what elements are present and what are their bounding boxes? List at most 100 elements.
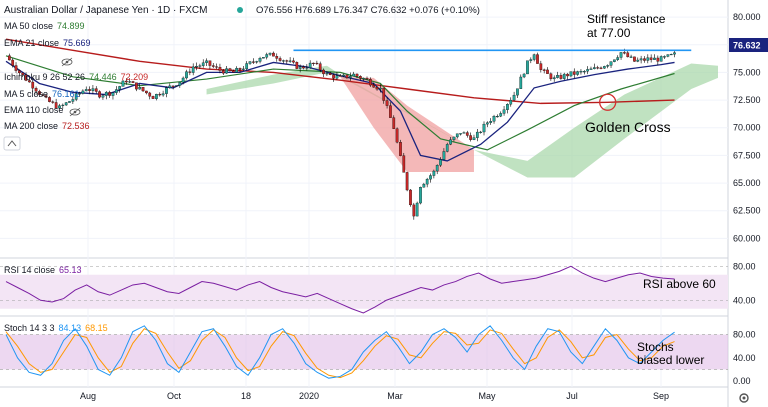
cloud-green bbox=[206, 63, 718, 178]
candle bbox=[562, 72, 566, 81]
price-tick-label: 65.000 bbox=[733, 178, 761, 188]
candle-body bbox=[526, 60, 529, 75]
candle bbox=[636, 57, 640, 63]
candle-body bbox=[385, 100, 389, 106]
candle-body bbox=[181, 77, 185, 83]
candle bbox=[11, 58, 15, 68]
candle-body bbox=[308, 62, 312, 68]
candle-body bbox=[235, 68, 238, 73]
candle bbox=[342, 73, 345, 77]
stoch-panel: 80.00 40.00 0.00 bbox=[0, 325, 756, 386]
candle bbox=[175, 85, 178, 87]
candle bbox=[171, 85, 175, 90]
candle bbox=[81, 89, 85, 95]
candle-body bbox=[88, 89, 91, 91]
candle bbox=[44, 93, 48, 99]
price-tick-label: 67.500 bbox=[733, 150, 761, 160]
candle-body bbox=[509, 99, 513, 105]
candle-body bbox=[11, 59, 15, 66]
candle bbox=[469, 132, 472, 142]
candle bbox=[529, 57, 533, 64]
candle bbox=[516, 88, 519, 98]
candle bbox=[315, 60, 319, 66]
candle-body bbox=[71, 99, 75, 102]
stoch-note-line1: Stochs bbox=[637, 340, 674, 354]
legend-ichimoku-value1: 74.446 bbox=[89, 72, 117, 82]
candle-body bbox=[512, 94, 516, 101]
legend-ema110-name: EMA 110 close bbox=[4, 105, 63, 115]
gear-icon[interactable] bbox=[739, 393, 749, 403]
candle bbox=[653, 54, 656, 60]
candle bbox=[178, 82, 182, 88]
candle-body bbox=[389, 105, 392, 118]
candle-body bbox=[24, 74, 28, 81]
svg-text:EMA 110 close: EMA 110 close bbox=[4, 105, 63, 115]
candle bbox=[666, 54, 670, 58]
candle-body bbox=[221, 70, 225, 74]
candle-body bbox=[131, 81, 135, 83]
candle-body bbox=[369, 79, 372, 86]
candle-body bbox=[372, 84, 376, 88]
candle-body bbox=[649, 57, 653, 60]
candle-body bbox=[409, 189, 412, 206]
rsi-panel: 80.00 40.00 bbox=[0, 261, 756, 314]
candle bbox=[435, 164, 439, 175]
candle bbox=[365, 76, 369, 80]
candle bbox=[238, 67, 242, 73]
candle bbox=[422, 182, 426, 188]
candle-body bbox=[282, 60, 285, 62]
candle bbox=[375, 86, 379, 91]
candle bbox=[576, 70, 579, 76]
candle bbox=[526, 60, 529, 75]
price-tick-label: 80.000 bbox=[733, 12, 761, 22]
candle bbox=[272, 51, 275, 57]
candle-body bbox=[499, 113, 503, 117]
candle bbox=[506, 103, 509, 114]
candle-body bbox=[185, 71, 188, 79]
candle-body bbox=[572, 71, 576, 75]
candle-body bbox=[285, 60, 289, 62]
candle-body bbox=[114, 89, 118, 93]
candle-body bbox=[165, 87, 168, 94]
candle bbox=[94, 86, 98, 94]
candle-body bbox=[542, 69, 546, 71]
candle bbox=[158, 92, 162, 97]
candle-body bbox=[34, 88, 38, 92]
candle-body bbox=[355, 73, 359, 77]
candle bbox=[302, 65, 305, 70]
indicator-legend: MA 50 close 74.899 EMA 21 close 75.669 Ich… bbox=[3, 21, 148, 151]
candle-body bbox=[322, 69, 325, 75]
ma200-line bbox=[5, 38, 675, 105]
candle bbox=[145, 90, 148, 95]
candle bbox=[486, 121, 489, 128]
candle bbox=[211, 63, 215, 69]
candle bbox=[455, 133, 459, 139]
candle-body bbox=[449, 139, 452, 145]
candle bbox=[369, 77, 372, 87]
candle-body bbox=[552, 77, 556, 80]
candle bbox=[135, 82, 138, 92]
legend-collapse-button[interactable] bbox=[3, 136, 21, 151]
stoch-k-line bbox=[5, 325, 675, 379]
candle bbox=[168, 83, 172, 89]
candle-body bbox=[506, 104, 509, 110]
candle bbox=[48, 96, 51, 103]
candle bbox=[633, 56, 636, 62]
candle-body bbox=[616, 57, 620, 60]
candle-body bbox=[91, 88, 95, 91]
candle bbox=[475, 128, 479, 142]
eye-hidden-icon[interactable] bbox=[61, 57, 73, 67]
candle-body bbox=[342, 74, 345, 77]
candle-body bbox=[422, 183, 426, 188]
stoch-d-line bbox=[5, 328, 675, 379]
candle bbox=[546, 67, 549, 74]
candle bbox=[619, 52, 623, 60]
candle bbox=[252, 58, 255, 64]
candle-body bbox=[118, 86, 122, 90]
candle-body bbox=[104, 91, 108, 96]
candle-body bbox=[84, 89, 88, 92]
eye-hidden-icon[interactable] bbox=[69, 107, 81, 117]
candle-body bbox=[653, 57, 656, 60]
